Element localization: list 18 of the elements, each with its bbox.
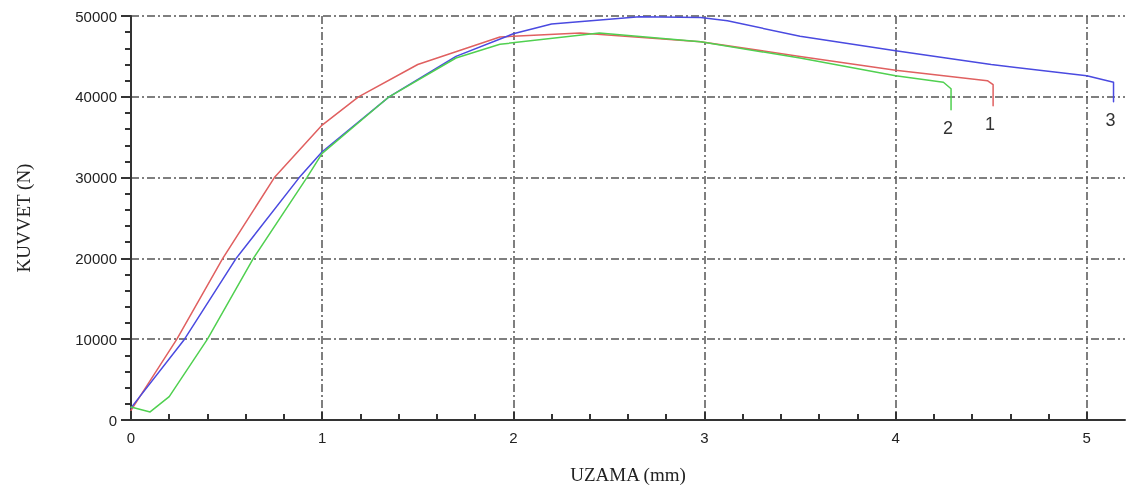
y-axis-title: KUVVET (N)	[13, 163, 35, 273]
line-series	[130, 16, 1115, 409]
x-tick-label: 0	[126, 429, 136, 446]
annotation: 1	[985, 113, 996, 134]
x-tick-label: 2	[509, 429, 518, 446]
x-tick-label: 5	[1082, 429, 1091, 446]
x-tick-label: 4	[891, 429, 900, 446]
annotation: 3	[1105, 109, 1116, 130]
y-tick-label: 20000	[75, 249, 117, 267]
annotation: 2	[943, 117, 954, 138]
y-tick-label: 40000	[75, 88, 117, 106]
y-tick-label: 0	[108, 411, 117, 429]
x-tick-label: 3	[700, 429, 709, 446]
y-tick-label: 10000	[75, 330, 117, 348]
y-tick-label: 30000	[75, 169, 117, 187]
y-tick-label: 50000	[75, 7, 117, 25]
x-tick-label: 1	[317, 429, 327, 446]
x-axis-title: UZAMA (mm)	[570, 464, 686, 486]
